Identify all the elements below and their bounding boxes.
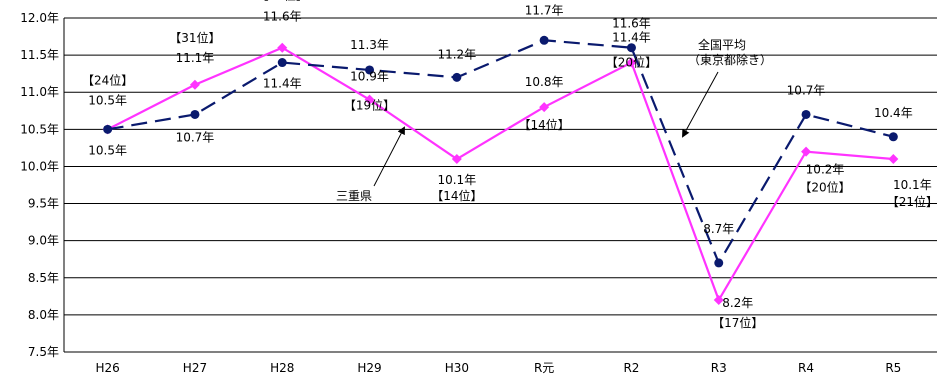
y-tick-label: 8.5年 bbox=[28, 271, 59, 285]
data-point bbox=[103, 124, 113, 134]
data-point bbox=[539, 35, 549, 45]
national-value-label: 10.7年 bbox=[787, 83, 826, 97]
mie-value-label: 11.6年 bbox=[263, 10, 302, 24]
y-tick-label: 10.0年 bbox=[20, 159, 59, 173]
mie-value-label: 10.9年 bbox=[350, 70, 389, 84]
data-point bbox=[189, 79, 200, 90]
mie-rank-label: 【14位】 bbox=[519, 117, 570, 132]
data-point bbox=[714, 258, 724, 268]
y-tick-label: 9.0年 bbox=[28, 234, 59, 248]
y-tick-label: 11.0年 bbox=[20, 85, 59, 99]
mie-value-label: 10.2年 bbox=[806, 163, 845, 177]
x-tick-label: H29 bbox=[357, 361, 381, 375]
axes: 7.5年 8.0年 8.5年 9.0年 9.5年 10.0年 10.5年 11.0年 11.5年… bbox=[20, 11, 937, 375]
series-lines bbox=[102, 35, 899, 306]
series-line-0 bbox=[107, 46, 894, 303]
x-tick-label: R5 bbox=[885, 361, 901, 375]
mie-value-label: 10.1年 bbox=[893, 178, 932, 192]
data-point bbox=[888, 132, 898, 142]
national-value-label: 10.7年 bbox=[176, 130, 215, 144]
data-labels: 10.5年 【24位】 11.1年 【31位】 11.6年 【29位】 10.9年【19位】… bbox=[82, 0, 937, 330]
data-point bbox=[539, 102, 550, 113]
mie-rank-label: 【19位】 bbox=[344, 98, 395, 113]
data-point bbox=[364, 94, 375, 105]
annotation-arrow bbox=[682, 71, 719, 138]
gridlines bbox=[64, 17, 937, 316]
annotation-national-note: （東京都除き） bbox=[688, 52, 772, 67]
national-value-label: 11.4年 bbox=[263, 77, 302, 91]
x-tick-label: R4 bbox=[798, 361, 814, 375]
mie-value-label: 10.1年 bbox=[437, 173, 476, 187]
y-tick-label: 10.5年 bbox=[20, 122, 59, 136]
data-point bbox=[277, 58, 287, 68]
mie-rank-label: 【31位】 bbox=[169, 30, 220, 45]
national-value-label: 11.2年 bbox=[437, 47, 476, 61]
data-point bbox=[277, 42, 288, 53]
data-point bbox=[190, 109, 200, 119]
annotations: 三重県 全国平均（東京都除き） bbox=[336, 37, 772, 203]
annotation-national: 全国平均 bbox=[698, 37, 746, 52]
y-tick-label: 12.0年 bbox=[20, 11, 59, 25]
mie-value-label: 10.5年 bbox=[88, 93, 127, 107]
y-tick-label: 11.5年 bbox=[20, 48, 59, 62]
data-point bbox=[801, 109, 811, 119]
x-tick-label: H26 bbox=[96, 361, 120, 375]
mie-rank-label: 【29位】 bbox=[257, 0, 308, 3]
mie-rank-label: 【20位】 bbox=[799, 180, 850, 195]
mie-rank-label: 【14位】 bbox=[431, 188, 482, 203]
x-tick-label: R3 bbox=[711, 361, 727, 375]
mie-value-label: 11.4年 bbox=[612, 31, 651, 45]
data-point bbox=[801, 146, 812, 157]
national-value-label: 11.3年 bbox=[350, 38, 389, 52]
mie-rank-label: 【21位】 bbox=[887, 194, 937, 209]
mie-rank-label: 【24位】 bbox=[82, 72, 133, 87]
mie-value-label: 11.1年 bbox=[176, 51, 215, 65]
x-tick-label: H28 bbox=[270, 361, 294, 375]
data-point bbox=[626, 43, 636, 53]
annotation-mie: 三重県 bbox=[336, 189, 372, 203]
national-value-label: 11.7年 bbox=[525, 3, 564, 17]
data-point bbox=[365, 65, 375, 75]
data-point bbox=[713, 295, 724, 306]
data-point bbox=[626, 57, 637, 68]
national-value-label: 8.7年 bbox=[703, 222, 734, 236]
x-tick-label: R元 bbox=[534, 361, 554, 375]
national-value-label: 10.5年 bbox=[88, 143, 127, 157]
annotation-arrow bbox=[373, 126, 405, 187]
national-value-label: 10.4年 bbox=[874, 106, 913, 120]
series-line-1 bbox=[107, 39, 894, 266]
y-tick-label: 8.0年 bbox=[28, 308, 59, 322]
mie-rank-label: 【17位】 bbox=[712, 315, 763, 330]
mie-rank-label: 【20位】 bbox=[606, 55, 657, 70]
mie-value-label: 8.2年 bbox=[722, 296, 753, 310]
x-tick-label: H30 bbox=[445, 361, 469, 375]
x-tick-label: H27 bbox=[183, 361, 207, 375]
mie-value-label: 10.8年 bbox=[525, 75, 564, 89]
data-point bbox=[452, 72, 462, 82]
y-tick-label: 7.5年 bbox=[28, 345, 59, 359]
x-tick-label: R2 bbox=[623, 361, 639, 375]
data-point bbox=[888, 154, 899, 165]
data-point bbox=[451, 154, 462, 165]
national-value-label: 11.6年 bbox=[612, 17, 651, 31]
y-tick-label: 9.5年 bbox=[28, 197, 59, 211]
